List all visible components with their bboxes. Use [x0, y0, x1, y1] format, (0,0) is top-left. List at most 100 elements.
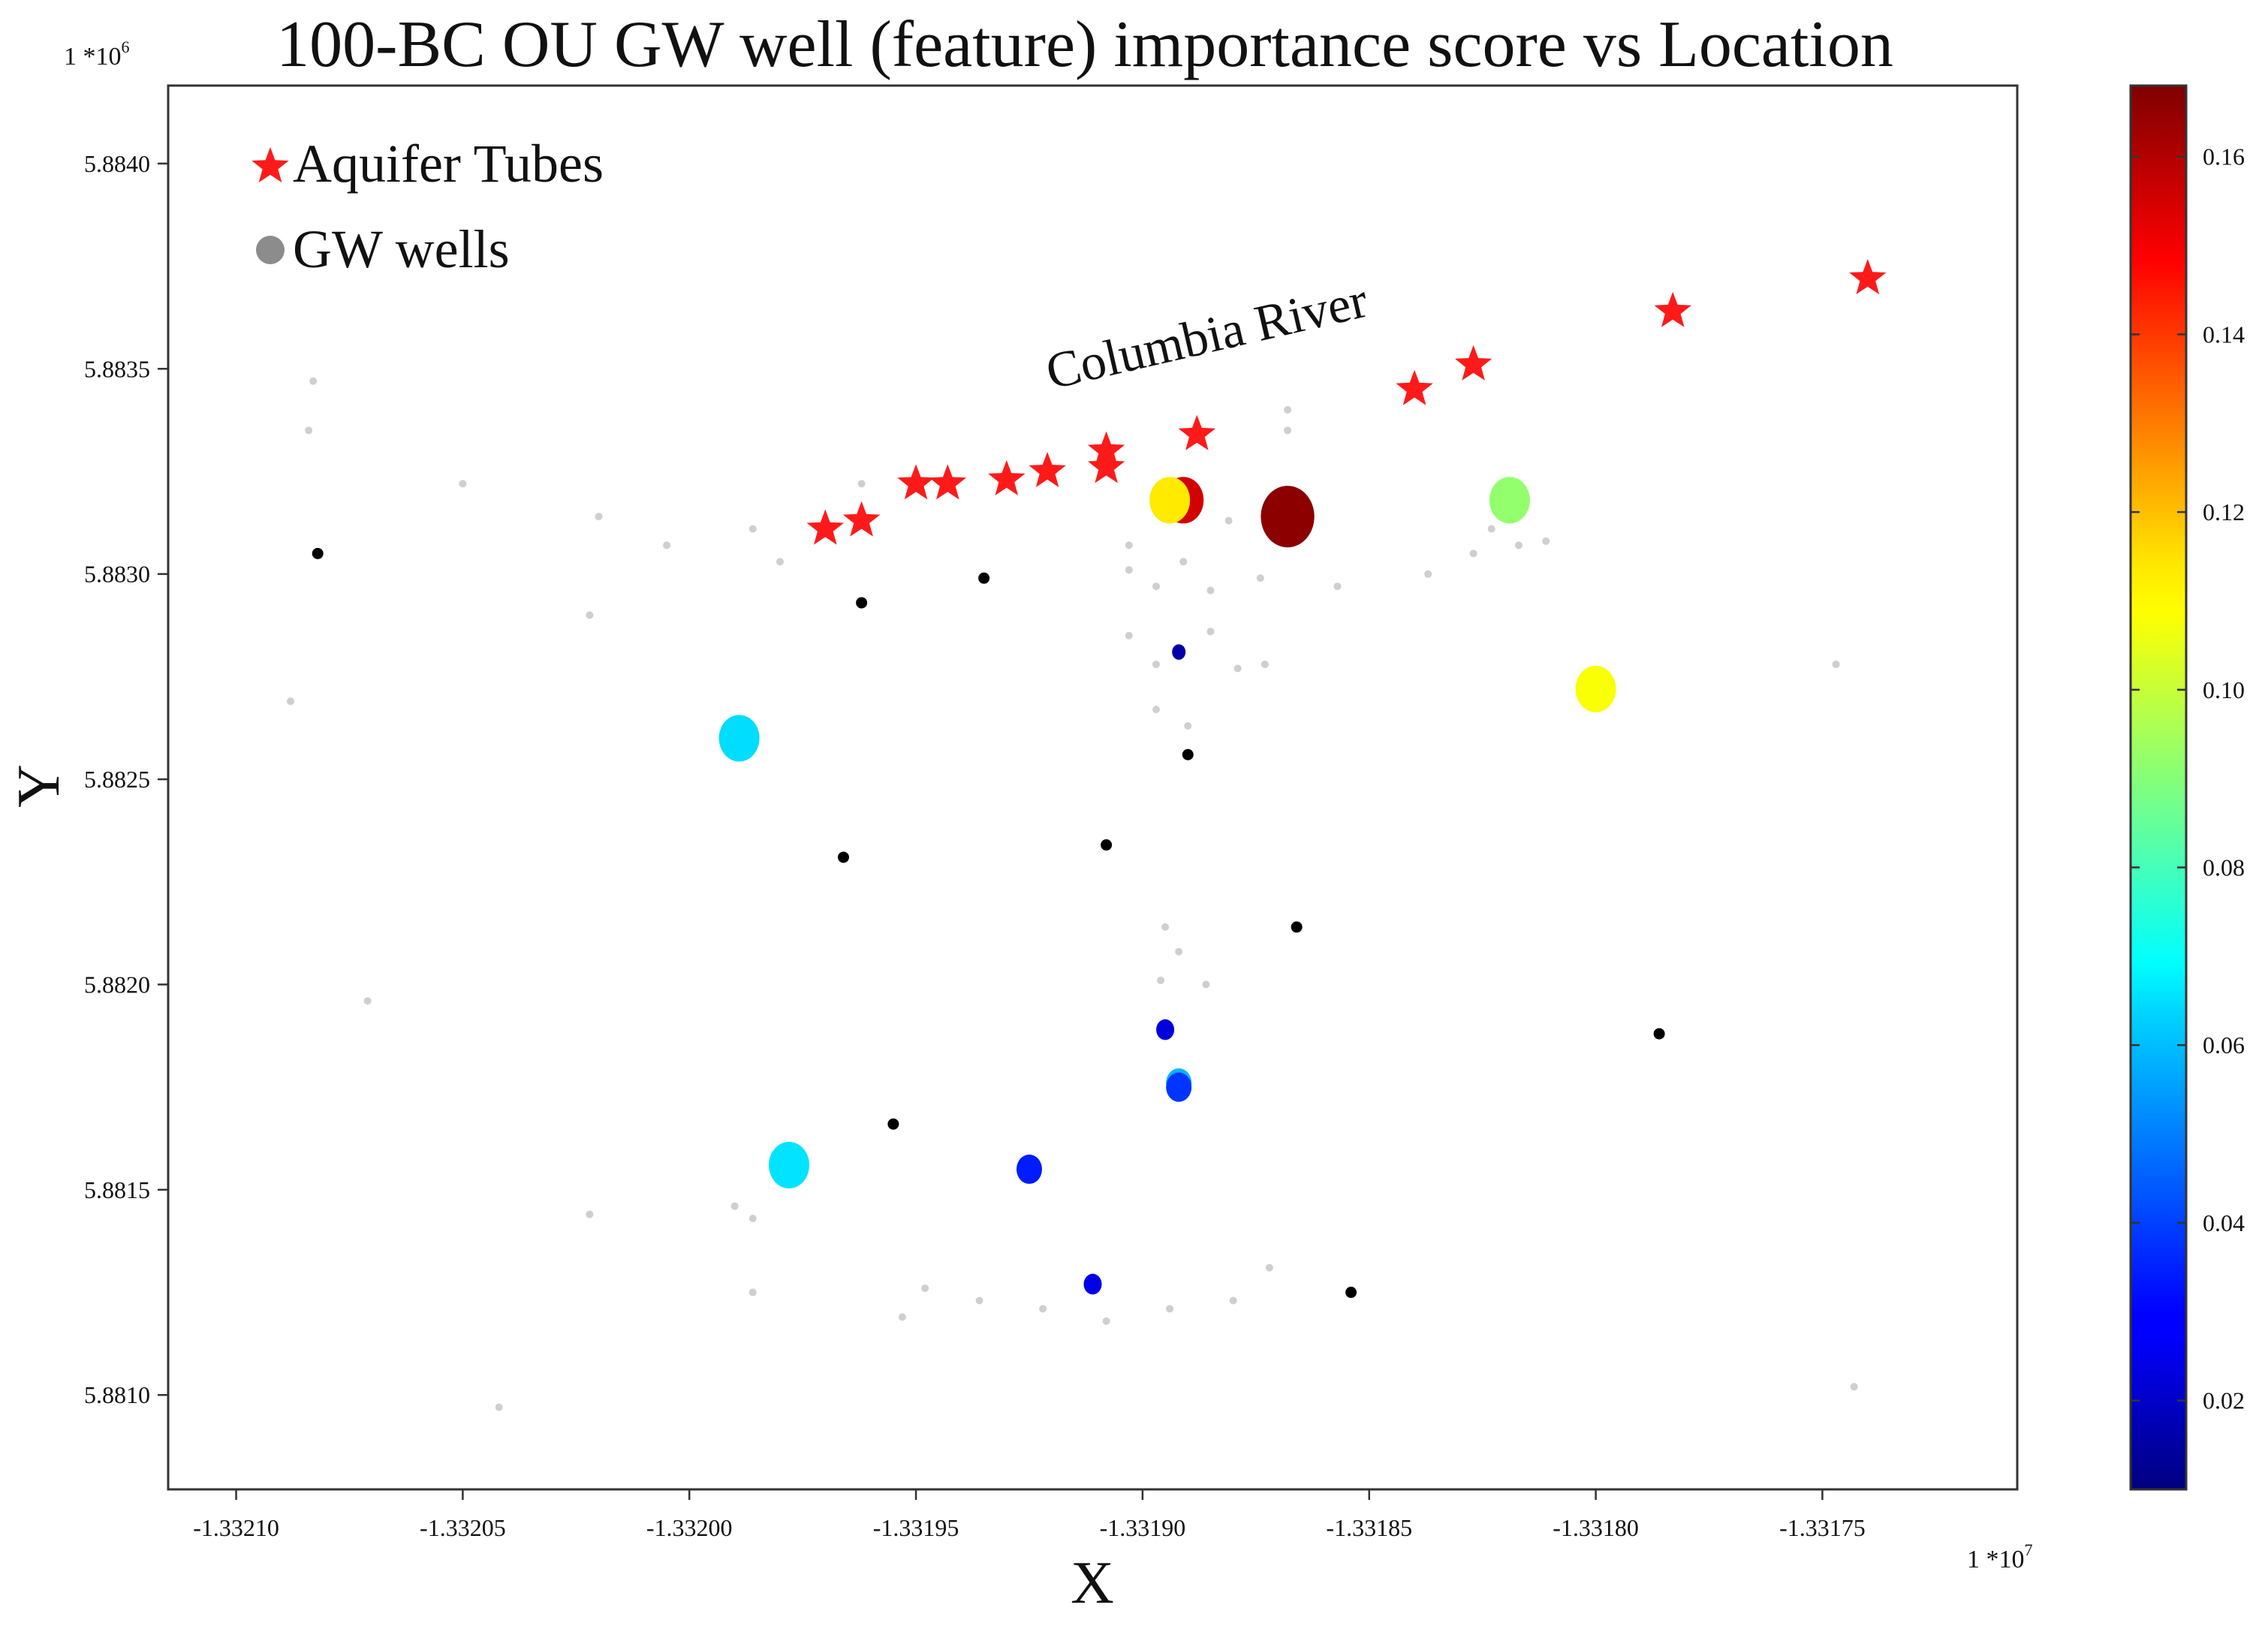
faint-well-point [730, 1202, 739, 1210]
chart-title: 100-BC OU GW well (feature) importance s… [276, 8, 1893, 81]
faint-well-point [1157, 976, 1165, 984]
faint-well-point [1179, 558, 1188, 566]
faint-well-point [1832, 660, 1840, 668]
aquifer-tube-star [1454, 345, 1492, 381]
faint-well-point [1175, 947, 1183, 956]
scored-well-point [1575, 665, 1616, 712]
zero-score-well-point [1291, 921, 1303, 933]
x-axis-multiplier: 1 *107 [1967, 1540, 2033, 1573]
faint-well-point [586, 1210, 594, 1218]
aquifer-tube-star [1396, 369, 1433, 405]
legend: Aquifer Tubes GW wells [251, 134, 604, 279]
legend-label-gw-wells: GW wells [293, 219, 510, 279]
colorbar-tick-label: 0.14 [2203, 321, 2245, 348]
aquifer-tube-star [897, 464, 935, 500]
aquifer-tube-star [1849, 259, 1887, 294]
faint-well-point [1850, 1383, 1858, 1391]
zero-score-well-point [856, 597, 868, 609]
faint-well-point [776, 558, 784, 566]
x-multiplier-base: 1 *10 [1967, 1546, 2025, 1573]
scored-well-point [1172, 644, 1186, 660]
y-tick-label: 5.8840 [84, 150, 150, 177]
zero-score-well-point [312, 547, 324, 559]
faint-well-point [1206, 586, 1215, 595]
zero-score-wells-layer [312, 547, 1665, 1299]
y-axis-label: Y [6, 764, 72, 808]
faint-well-point [1224, 516, 1233, 525]
colorbar-ticks: 0.02 0.04 0.06 0.08 0.10 0.12 0.14 0.16 [2131, 143, 2245, 1414]
faint-well-point [1284, 405, 1292, 414]
faint-well-point [1184, 721, 1192, 730]
scored-well-point [1156, 1019, 1175, 1040]
zero-score-well-point [887, 1118, 899, 1130]
scored-well-point [1083, 1273, 1102, 1295]
y-tick-label: 5.8820 [84, 971, 150, 998]
y-tick-label: 5.8835 [84, 355, 150, 382]
faint-well-point [748, 1215, 757, 1223]
faint-well-point [857, 480, 866, 488]
scored-well-point [1166, 1072, 1192, 1102]
aquifer-tube-star [842, 501, 881, 537]
zero-score-well-point [1101, 839, 1113, 851]
faint-well-point [1206, 628, 1215, 636]
x-tick-label: -1.33175 [1779, 1514, 1866, 1541]
y-multiplier-base: 1 *10 [64, 43, 122, 71]
faint-well-point [1256, 574, 1264, 583]
x-axis-label: X [1071, 1550, 1114, 1616]
scored-well-point [769, 1141, 810, 1189]
colorbar-tick-label: 0.04 [2203, 1209, 2245, 1236]
faint-well-point [1229, 1296, 1237, 1305]
y-tick-label: 5.8815 [84, 1176, 150, 1203]
y-tick-label: 5.8825 [84, 766, 150, 793]
aquifer-tube-star [806, 509, 845, 545]
scored-well-point [1489, 477, 1530, 524]
faint-well-point [663, 541, 671, 550]
aquifer-tube-star [929, 464, 967, 500]
x-tick-label: -1.33180 [1553, 1514, 1639, 1541]
faint-wells-layer [286, 377, 1858, 1411]
colorbar-tick-label: 0.06 [2203, 1031, 2245, 1058]
x-tick-label: -1.33190 [1100, 1514, 1186, 1541]
y-tick-label: 5.8830 [84, 561, 150, 588]
faint-well-point [459, 480, 467, 488]
x-tick-label: -1.33195 [873, 1514, 959, 1541]
x-ticks: -1.33210 -1.33205 -1.33200 -1.33195 -1.33190… [193, 1489, 1866, 1541]
x-multiplier-exponent: 7 [2025, 1540, 2033, 1559]
x-tick-label: -1.33185 [1326, 1514, 1412, 1541]
zero-score-well-point [1653, 1028, 1665, 1040]
faint-well-point [1542, 537, 1550, 545]
scored-well-point [1016, 1154, 1042, 1185]
faint-well-point [1233, 664, 1242, 673]
legend-circle-icon [256, 236, 285, 264]
faint-well-point [1166, 1305, 1174, 1313]
faint-well-point [1039, 1305, 1047, 1313]
faint-well-point [898, 1313, 906, 1321]
y-axis-multiplier: 1 *106 [64, 38, 130, 71]
aquifer-tube-star [1087, 447, 1125, 483]
faint-well-point [1469, 550, 1477, 558]
x-tick-label: -1.33205 [420, 1514, 506, 1541]
faint-well-point [1261, 660, 1269, 668]
x-tick-label: -1.33200 [646, 1514, 733, 1541]
aquifer-tubes-layer [806, 259, 1887, 545]
faint-well-point [1102, 1317, 1110, 1325]
colorbar [2129, 84, 2188, 1491]
faint-well-point [1125, 631, 1133, 640]
faint-well-point [975, 1296, 983, 1305]
zero-score-well-point [1182, 748, 1194, 760]
faint-well-point [1152, 660, 1161, 668]
x-tick-label: -1.33210 [193, 1514, 279, 1541]
y-ticks: 5.8810 5.8815 5.8820 5.8825 5.8830 5.8835 5.88… [84, 150, 168, 1408]
aquifer-tube-star [1178, 414, 1216, 450]
faint-well-point [363, 997, 372, 1005]
faint-well-point [748, 525, 757, 533]
colorbar-tick-label: 0.12 [2203, 498, 2245, 525]
scored-well-point [718, 715, 760, 762]
zero-score-well-point [1345, 1287, 1357, 1299]
faint-well-point [1487, 525, 1495, 533]
faint-well-point [305, 426, 313, 435]
colorbar-tick-label: 0.16 [2203, 143, 2245, 170]
zero-score-well-point [978, 572, 990, 584]
scored-well-point [1261, 486, 1315, 548]
